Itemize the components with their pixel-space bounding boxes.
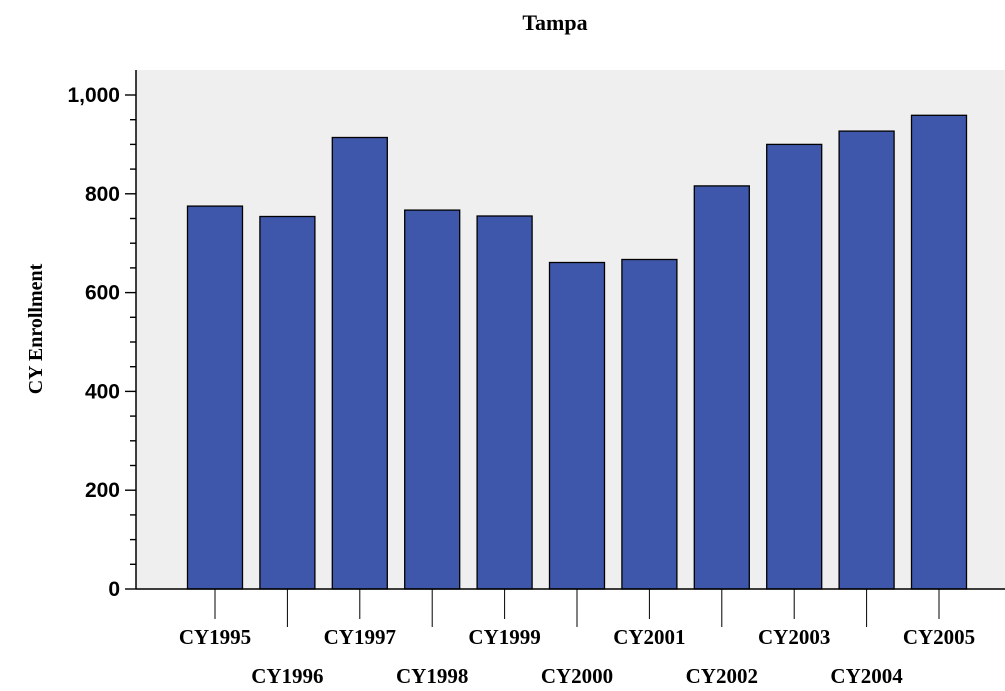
y-tick-label: 600 bbox=[85, 282, 120, 305]
bar-cy2003 bbox=[766, 143, 823, 590]
x-tick-label-cy1998: CY1998 bbox=[396, 664, 468, 688]
y-tick-label: 800 bbox=[85, 183, 120, 206]
x-tick-label-cy2005: CY2005 bbox=[903, 625, 975, 649]
bar-cy1996 bbox=[259, 215, 316, 590]
x-tick-label-cy2000: CY2000 bbox=[541, 664, 613, 688]
x-axis: CY1995CY1996CY1997CY1998CY1999CY2000CY20… bbox=[136, 588, 1005, 688]
bar-cy1999 bbox=[476, 215, 533, 590]
bar-cy1995 bbox=[186, 205, 244, 590]
bar-cy2002 bbox=[693, 185, 750, 590]
bars-group bbox=[186, 114, 968, 590]
x-tick-label-cy1996: CY1996 bbox=[251, 664, 323, 688]
y-tick-label: 0 bbox=[108, 578, 120, 601]
x-tick-label-cy2001: CY2001 bbox=[613, 625, 685, 649]
chart-title: Tampa bbox=[522, 10, 587, 35]
bar-cy2000 bbox=[548, 261, 606, 590]
x-tick-label-cy1997: CY1997 bbox=[324, 625, 396, 649]
x-tick-label-cy1995: CY1995 bbox=[179, 625, 251, 649]
y-tick-label: 200 bbox=[85, 479, 120, 502]
x-tick-label-cy1999: CY1999 bbox=[468, 625, 540, 649]
bar-cy2004 bbox=[838, 130, 895, 590]
bar-cy1997 bbox=[331, 136, 388, 590]
y-tick-label: 1,000 bbox=[67, 84, 120, 107]
x-tick-label-cy2003: CY2003 bbox=[758, 625, 830, 649]
x-tick-label-cy2002: CY2002 bbox=[686, 664, 758, 688]
y-axis-label: CY Enrollment bbox=[25, 263, 47, 394]
bar-cy2005 bbox=[910, 114, 968, 590]
y-tick-label: 400 bbox=[85, 380, 120, 403]
y-axis: 0 200 400 600 800 1,000 bbox=[67, 70, 137, 601]
bar-cy1998 bbox=[404, 209, 461, 590]
x-tick-label-cy2004: CY2004 bbox=[830, 664, 903, 688]
bar-cy2001 bbox=[621, 258, 678, 590]
